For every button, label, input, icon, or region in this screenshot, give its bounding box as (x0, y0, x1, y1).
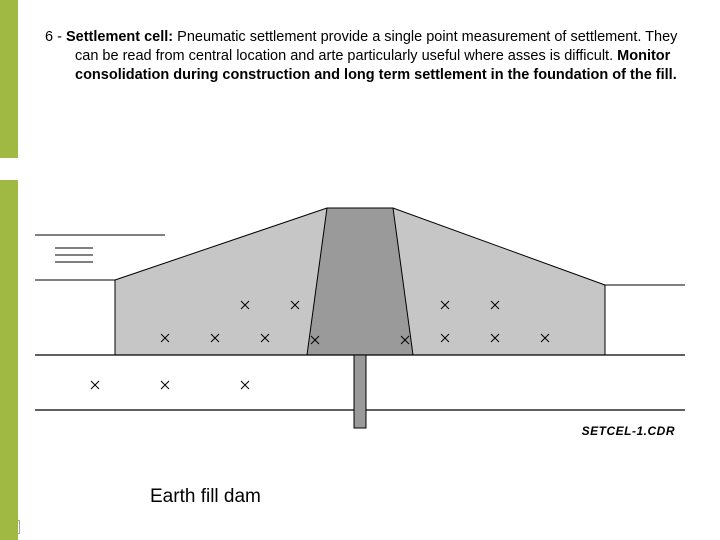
accent-stripe-bottom (0, 180, 18, 540)
diagram-area: SETCEL-1.CDR (35, 190, 685, 450)
figure-caption: Earth fill dam (150, 486, 261, 508)
figure-source-label: SETCEL-1.CDR (582, 424, 675, 438)
corner-square-icon (6, 520, 20, 534)
paragraph: 6 - Settlement cell: Pneumatic settlemen… (45, 28, 680, 85)
dam-diagram (35, 190, 685, 430)
accent-stripe-top (0, 0, 18, 158)
